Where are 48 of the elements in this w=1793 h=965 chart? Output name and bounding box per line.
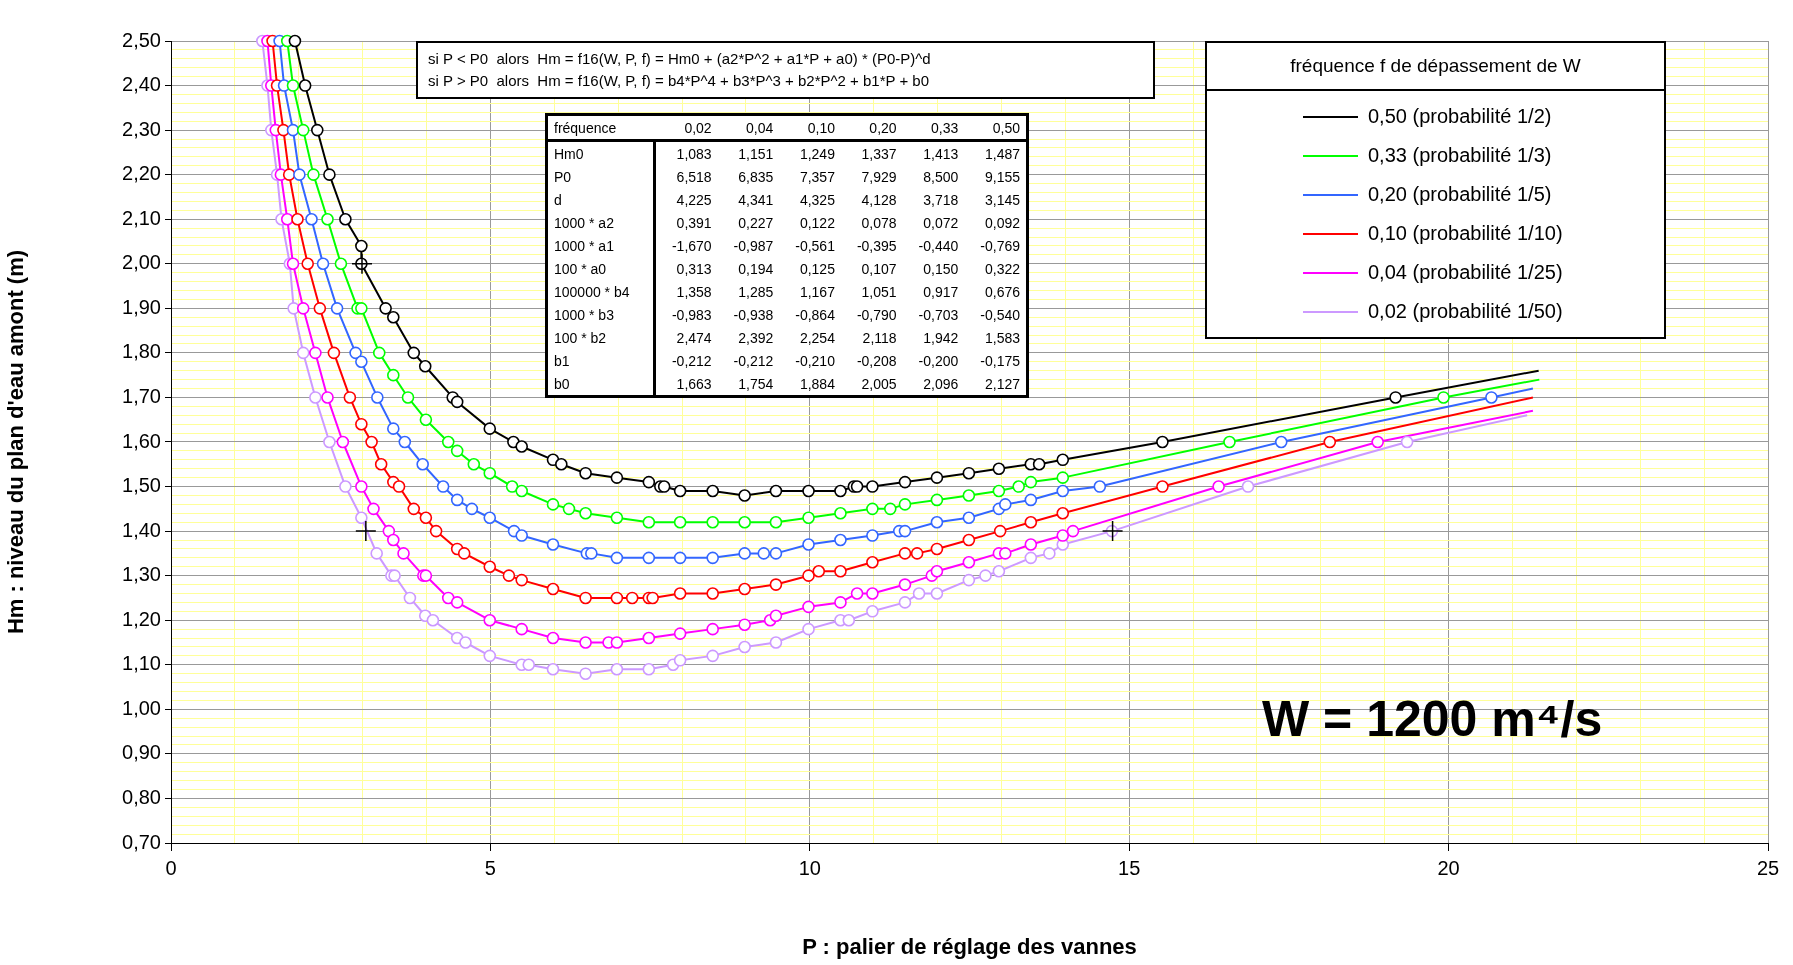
- y-tick-label: 1,00: [122, 696, 161, 719]
- y-tick-label: 2,30: [122, 117, 161, 140]
- x-tick-label: 25: [1756, 856, 1780, 879]
- legend-label: 0,02 (probabilité 1/50): [1368, 300, 1563, 323]
- y-tick-label: 2,10: [122, 206, 161, 229]
- y-tick-label: 1,40: [122, 518, 161, 541]
- text: 1000 * a1 -1,670 -0,987 -0,561 -0,395 -0,440 -0,769: [554, 237, 1020, 254]
- text: 1000 * a2 0,391 0,227 0,122 0,078 0,072 0,092: [554, 214, 1020, 231]
- annotation: W = 1200 m⁴/s: [1262, 690, 1603, 748]
- y-tick-label: 0,90: [122, 741, 161, 764]
- legend-title: fréquence f de dépassement de W: [1207, 43, 1664, 91]
- y-tick-label: 1,70: [122, 384, 161, 407]
- y-tick-label: 1,20: [122, 607, 161, 630]
- text: b0 1,663 1,754 1,884 2,005 2,096 2,127: [554, 375, 1020, 392]
- x-tick-label: 10: [798, 856, 821, 879]
- text: 100 * b2 2,474 2,392 2,254 2,118 1,942 1,583: [554, 329, 1020, 346]
- x-axis-title: P : palier de réglage des vannes: [802, 933, 1137, 959]
- y-tick-label: 2,00: [122, 251, 161, 274]
- legend-label: 0,50 (probabilité 1/2): [1368, 105, 1552, 128]
- y-tick-label: 1,90: [122, 295, 161, 318]
- legend-label: 0,33 (probabilité 1/3): [1368, 144, 1552, 167]
- y-tick-label: 2,50: [122, 28, 161, 51]
- text: P0 6,518 6,835 7,357 7,929 8,500 9,155: [554, 168, 1020, 185]
- formula-box: si P < P0 alors Hm = f16(W, P, f) = Hm0 + (a2*P^2 + a1*P + a0) * (P0-P)^d si P > P0 alors Hm = f16(W, P, f) = b4*P^4 + b3*P^3 + b2*P^2 + b1*P + b0: [416, 41, 1155, 99]
- y-tick-label: 1,80: [122, 340, 161, 363]
- y-tick-label: 0,70: [122, 830, 161, 853]
- y-tick-label: 0,80: [122, 785, 161, 808]
- text: 1000 * b3 -0,983 -0,938 -0,864 -0,790 -0,703 -0,540: [554, 306, 1020, 323]
- y-tick-label: 1,10: [122, 652, 161, 675]
- legend-label: 0,20 (probabilité 1/5): [1368, 183, 1552, 206]
- y-tick-label: 1,30: [122, 563, 161, 586]
- y-tick-label: 1,60: [122, 429, 161, 452]
- x-tick-label: 20: [1437, 856, 1460, 879]
- text: fréquence 0,02 0,04 0,10 0,20 0,33 0,50: [554, 119, 1020, 136]
- y-tick-label: 2,40: [122, 73, 161, 96]
- y-tick-label: 2,20: [122, 162, 161, 185]
- x-tick-label: 15: [1118, 856, 1141, 879]
- text: 100000 * b4 1,358 1,285 1,167 1,051 0,917 0,676: [554, 283, 1020, 300]
- text: b1 -0,212 -0,212 -0,210 -0,208 -0,200 -0,175: [554, 352, 1020, 369]
- text: 100 * a0 0,313 0,194 0,125 0,107 0,150 0,322: [554, 260, 1020, 277]
- legend-label: 0,04 (probabilité 1/25): [1368, 261, 1563, 284]
- y-tick-label: 1,50: [122, 474, 161, 497]
- text: Hm0 1,083 1,151 1,249 1,337 1,413 1,487: [554, 145, 1020, 162]
- legend-label: 0,10 (probabilité 1/10): [1368, 222, 1563, 245]
- x-tick-label: 5: [484, 856, 496, 879]
- y-axis-title: Hm : niveau du plan d'eau amont (m): [3, 249, 29, 635]
- text: d 4,225 4,341 4,325 4,128 3,718 3,145: [554, 191, 1020, 208]
- x-tick-label: 0: [165, 856, 177, 879]
